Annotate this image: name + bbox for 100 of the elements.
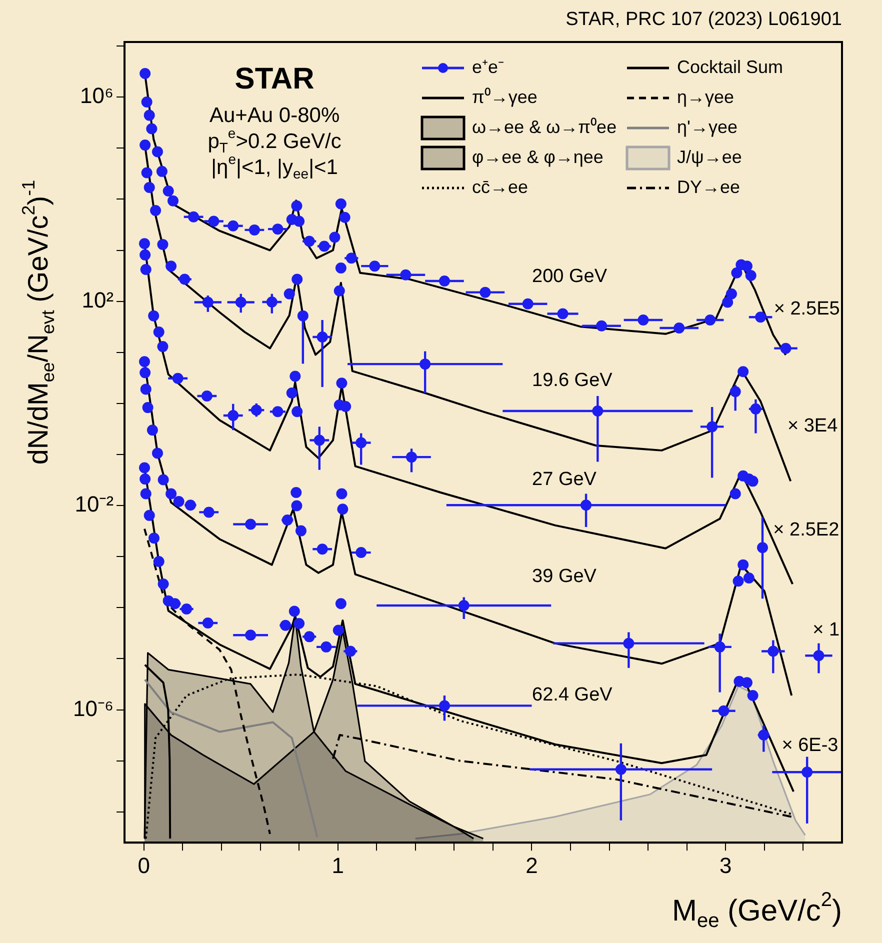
point (162, 185, 174, 196)
point (166, 488, 177, 500)
point (140, 367, 151, 378)
point (335, 198, 346, 210)
point (166, 260, 177, 272)
legend-label: φ→ee & φ→ηee (472, 146, 604, 167)
point (139, 238, 150, 250)
point (747, 476, 758, 487)
point (290, 370, 301, 382)
point (332, 624, 344, 636)
point (148, 532, 160, 544)
point (291, 500, 302, 512)
point (337, 504, 348, 515)
y-tick-label: 10⁻⁶ (72, 696, 114, 721)
point (157, 341, 168, 352)
y-tick-label: 10⁶ (80, 83, 114, 108)
annotation: STAR (234, 62, 315, 96)
point (144, 182, 155, 193)
legend-label: ω→ee & ω→π⁰ee (472, 116, 617, 137)
point (286, 388, 298, 399)
point (335, 262, 346, 274)
x-tick-label: 1 (332, 852, 344, 878)
annotation: 39 GeV (532, 566, 597, 588)
point (158, 474, 169, 486)
point (292, 274, 303, 285)
x-tick-label: 0 (138, 852, 150, 878)
point (743, 572, 754, 584)
point (153, 326, 164, 338)
point (140, 488, 152, 500)
point (153, 556, 164, 568)
legend-label: η→γee (677, 86, 734, 107)
legend-label: J/ψ→ee (677, 146, 742, 167)
annotation: 27 GeV (532, 469, 597, 490)
point (173, 496, 184, 507)
point (747, 690, 758, 702)
point (152, 448, 163, 459)
legend-label: Cocktail Sum (677, 56, 784, 77)
x-tick-label: 3 (720, 852, 732, 878)
point (142, 402, 154, 414)
point (290, 487, 302, 498)
x-tick-label: 2 (526, 852, 538, 878)
annotation: × 6E-3 (782, 734, 838, 756)
point (140, 140, 151, 151)
point (294, 618, 305, 629)
annotation: 19.6 GeV (532, 370, 613, 391)
point (146, 123, 158, 134)
annotation: 200 GeV (532, 266, 608, 287)
point (340, 401, 352, 412)
point (730, 488, 741, 500)
point (284, 288, 295, 300)
point (139, 462, 150, 474)
point (726, 288, 737, 300)
point (140, 474, 151, 485)
annotation: × 1 (812, 620, 840, 641)
point (144, 510, 155, 521)
point (140, 68, 151, 79)
point (335, 598, 346, 610)
annotation: Au+Au 0-80% (209, 104, 340, 127)
annotation: 62.4 GeV (532, 684, 613, 706)
point (140, 384, 152, 395)
point (291, 200, 302, 212)
point (148, 310, 160, 322)
point (722, 296, 734, 308)
point (150, 205, 162, 216)
annotation: × 2.5E2 (773, 520, 840, 541)
annotation: × 2.5E5 (774, 298, 840, 320)
point (141, 96, 152, 108)
point (139, 356, 150, 368)
legend-label: cc̄→ee (472, 176, 528, 197)
point (140, 249, 151, 260)
point (745, 270, 756, 282)
legend-label: e⁺e⁻ (472, 56, 504, 77)
point (140, 264, 152, 275)
legend-label: π⁰→γee (472, 86, 538, 107)
point (157, 238, 168, 250)
point (295, 525, 306, 536)
y-axis-title: dN/dMee/Nevt (GeV/c2)-1 (18, 180, 58, 465)
point (158, 578, 169, 590)
point (156, 166, 168, 177)
point (329, 232, 340, 243)
point (741, 677, 752, 688)
point (294, 216, 305, 227)
point (141, 167, 152, 178)
legend-label: η'→γee (677, 116, 738, 137)
point (144, 110, 155, 121)
point (334, 285, 345, 296)
point (292, 406, 303, 418)
point (152, 146, 163, 158)
point (738, 559, 749, 570)
point (738, 366, 749, 378)
point (336, 488, 348, 500)
point (339, 212, 350, 223)
y-tick-label: 10² (82, 287, 114, 312)
legend-label: DY→ee (677, 176, 740, 197)
point (732, 576, 744, 587)
point (288, 606, 300, 617)
y-tick-label: 10⁻² (74, 492, 114, 517)
annotation: × 3E4 (787, 416, 838, 437)
point (731, 267, 742, 278)
chart-title: STAR, PRC 107 (2023) L061901 (566, 9, 842, 30)
